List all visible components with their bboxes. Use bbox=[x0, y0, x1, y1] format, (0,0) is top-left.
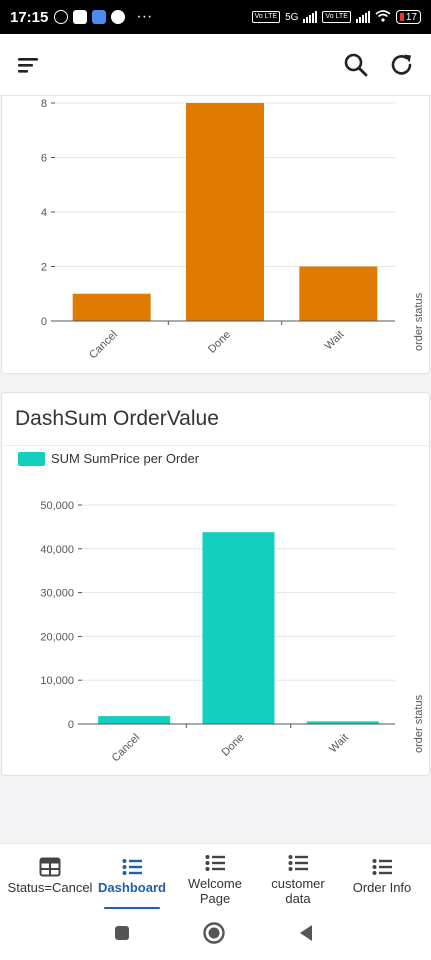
bar-wait bbox=[299, 266, 378, 321]
nav-item-dashboard[interactable]: Dashboard bbox=[96, 844, 168, 910]
chart-legend[interactable]: SUM SumPrice per Order bbox=[18, 451, 199, 466]
order-status-chart: 0 2 4 6 8 Cancel Done Wait order status bbox=[2, 96, 431, 379]
y-tick-label: 6 bbox=[41, 153, 47, 165]
network-label: 5G bbox=[285, 11, 299, 23]
x-tick-label: Done bbox=[206, 329, 233, 356]
status-bar: 17:15 ··· Vo LTE 5G Vo LTE 17 bbox=[0, 0, 431, 34]
y-tick-label: 0 bbox=[41, 316, 47, 328]
y-tick-label: 10,000 bbox=[40, 675, 74, 687]
system-nav-bar bbox=[0, 909, 431, 960]
order-status-chart-svg: 0 2 4 6 8 Cancel Done Wait order status bbox=[41, 98, 425, 362]
signal-icon bbox=[303, 11, 318, 23]
refresh-icon[interactable] bbox=[388, 51, 416, 79]
legend-label: SUM SumPrice per Order bbox=[51, 451, 200, 466]
bottom-nav: Status=Cancel Dashboard Welcome Page cus… bbox=[0, 843, 431, 909]
list-icon bbox=[205, 855, 225, 871]
home-icon[interactable] bbox=[202, 921, 226, 945]
legend-swatch bbox=[18, 451, 45, 466]
x-tick-label: Cancel bbox=[110, 732, 143, 765]
order-status-card: 0 2 4 6 8 Cancel Done Wait order status bbox=[1, 96, 430, 374]
y-tick-label: 20,000 bbox=[40, 631, 74, 643]
x-tick-label: Cancel bbox=[87, 329, 120, 362]
y-tick-label: 8 bbox=[41, 98, 47, 110]
nav-item-order-info[interactable]: Order Info bbox=[342, 844, 422, 910]
x-axis-label: order status bbox=[413, 694, 425, 753]
nav-label: Status=Cancel bbox=[7, 880, 93, 895]
bar-cancel bbox=[98, 716, 171, 724]
x-axis-label: order status bbox=[413, 292, 425, 351]
status-right: Vo LTE 5G Vo LTE 17 bbox=[251, 9, 421, 25]
card-divider bbox=[2, 445, 429, 446]
y-tick-label: 30,000 bbox=[40, 588, 74, 600]
battery-level: 17 bbox=[405, 11, 417, 23]
order-value-card: DashSum OrderValue SUM SumPrice per Orde… bbox=[1, 392, 430, 776]
nav-label: Dashboard bbox=[98, 880, 166, 895]
menu-icon[interactable] bbox=[16, 53, 40, 77]
x-tick-label: Wait bbox=[323, 329, 347, 353]
y-tick-label: 0 bbox=[68, 719, 74, 731]
alarm-icon bbox=[54, 10, 69, 24]
nav-item-customer-data[interactable]: customer data bbox=[256, 844, 340, 910]
x-tick-label: Wait bbox=[327, 732, 351, 756]
back-icon[interactable] bbox=[296, 923, 316, 943]
gmail-icon bbox=[73, 10, 88, 24]
bar-cancel bbox=[72, 293, 151, 321]
nav-item-status-cancel[interactable]: Status=Cancel bbox=[0, 844, 100, 910]
list-icon bbox=[372, 859, 392, 875]
recents-icon[interactable] bbox=[112, 923, 132, 943]
y-tick-label: 50,000 bbox=[40, 500, 74, 512]
app-bar bbox=[0, 34, 431, 96]
status-time: 17:15 bbox=[10, 8, 49, 26]
nav-item-welcome-page[interactable]: Welcome Page bbox=[172, 844, 258, 910]
files-icon bbox=[92, 10, 107, 24]
y-tick-label: 40,000 bbox=[40, 544, 74, 556]
x-tick-label: Done bbox=[220, 732, 247, 759]
list-icon bbox=[122, 859, 142, 875]
card-title: DashSum OrderValue bbox=[15, 407, 219, 430]
y-tick-label: 2 bbox=[41, 262, 47, 274]
more-notifications-icon: ··· bbox=[136, 8, 153, 25]
nav-label: Welcome Page bbox=[188, 876, 242, 906]
battery-icon: 17 bbox=[395, 10, 421, 24]
nav-label: customer data bbox=[271, 876, 325, 906]
bar-wait bbox=[306, 721, 379, 724]
bar-done bbox=[186, 103, 264, 321]
search-icon[interactable] bbox=[342, 51, 370, 79]
chrome-icon bbox=[111, 10, 126, 24]
y-tick-label: 4 bbox=[41, 207, 47, 219]
table-icon bbox=[39, 857, 61, 877]
signal-icon-2 bbox=[355, 11, 370, 23]
order-value-chart: 0 10,000 20,000 30,000 40,000 50,000 Cancel Don… bbox=[2, 393, 431, 782]
nav-label: Order Info bbox=[352, 880, 412, 895]
wifi-icon bbox=[375, 9, 391, 25]
bar-done bbox=[202, 532, 275, 724]
order-value-chart-svg: 0 10,000 20,000 30,000 40,000 50,000 Cancel Don… bbox=[40, 500, 425, 765]
volte-icon: Vo LTE bbox=[251, 11, 281, 23]
volte-icon-2: Vo LTE bbox=[322, 11, 351, 23]
list-icon bbox=[288, 855, 308, 871]
